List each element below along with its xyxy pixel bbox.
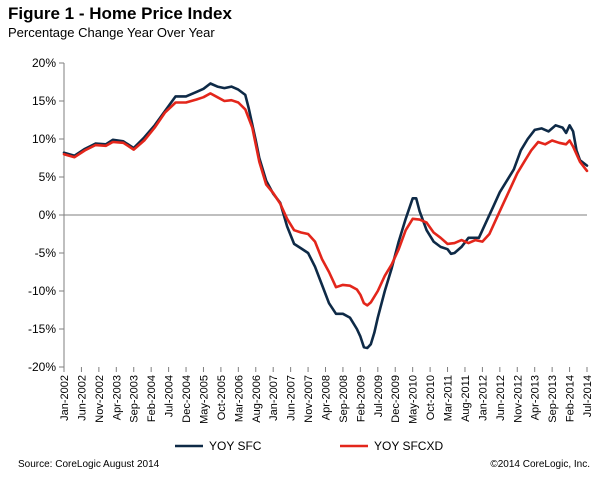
x-tick-label: May-2010 bbox=[408, 375, 420, 424]
series-layer bbox=[62, 82, 589, 350]
chart-title: Figure 1 - Home Price Index bbox=[8, 4, 232, 23]
chart-subtitle: Percentage Change Year Over Year bbox=[8, 25, 215, 40]
series-line-yoy-sfcxd bbox=[62, 92, 589, 307]
x-tick-label: Jun-2012 bbox=[495, 375, 507, 421]
series-line-yoy-sfc bbox=[62, 82, 589, 350]
x-tick-label: Oct-2005 bbox=[216, 375, 228, 420]
x-tick-label: Nov-2002 bbox=[94, 375, 106, 423]
y-tick-label: 20% bbox=[32, 56, 56, 70]
x-tick-label: Jul-2009 bbox=[373, 375, 385, 417]
x-tick-label: Apr-2008 bbox=[321, 375, 333, 420]
x-tick-label: Nov-2012 bbox=[512, 375, 524, 423]
x-tick-label: Mar-2006 bbox=[233, 375, 245, 422]
x-tick-label: Apr-2003 bbox=[111, 375, 123, 420]
x-tick-label: Aug-2011 bbox=[460, 375, 472, 422]
x-tick-label: Mar-2011 bbox=[443, 375, 455, 421]
y-tick-label: -15% bbox=[28, 322, 56, 336]
x-tick-label: Jul-2014 bbox=[582, 375, 594, 417]
copyright-note: ©2014 CoreLogic, Inc. bbox=[490, 459, 590, 470]
x-tick-label: Dec-2009 bbox=[390, 375, 402, 423]
x-tick-label: Jan-2002 bbox=[59, 375, 71, 421]
x-tick-label: Aug-2006 bbox=[251, 375, 263, 423]
source-note: Source: CoreLogic August 2014 bbox=[18, 459, 160, 470]
y-tick-label: 0% bbox=[39, 208, 57, 222]
x-tick-label: Feb-2014 bbox=[565, 375, 577, 422]
y-axis: -20% -15% -10% -5% 0% 5% 10% 15% 20% bbox=[28, 56, 65, 374]
legend: YOY SFC YOY SFCXD bbox=[175, 439, 443, 453]
x-tick-label: Jan-2007 bbox=[268, 375, 280, 421]
y-tick-label: -5% bbox=[35, 246, 57, 260]
x-tick-label: Jul-2004 bbox=[164, 375, 176, 417]
x-tick-label: May-2005 bbox=[198, 375, 210, 424]
y-tick-label: 5% bbox=[39, 170, 57, 184]
legend-item-yoy-sfcxd-label: YOY SFCXD bbox=[374, 439, 443, 453]
x-axis: Jan-2002 Jun-2002 Nov-2002 Apr-2003 Sep-2003… bbox=[59, 214, 594, 424]
x-tick-label: Dec-2004 bbox=[181, 375, 193, 423]
y-tick-label: -10% bbox=[28, 284, 56, 298]
x-tick-label: Jan-2012 bbox=[477, 375, 489, 421]
x-tick-label: Feb-2004 bbox=[146, 375, 158, 422]
y-tick-label: 15% bbox=[32, 94, 56, 108]
x-tick-label: Nov-2007 bbox=[303, 375, 315, 423]
x-tick-label: Oct-2010 bbox=[425, 375, 437, 420]
y-tick-label: -20% bbox=[28, 360, 56, 374]
x-tick-label: Sep-2008 bbox=[338, 375, 350, 423]
x-tick-label: Sep-2013 bbox=[547, 375, 559, 423]
legend-item-yoy-sfc-label: YOY SFC bbox=[209, 439, 262, 453]
x-tick-label: Jun-2007 bbox=[286, 375, 298, 421]
y-tick-label: 10% bbox=[32, 132, 56, 146]
x-tick-label: Sep-2003 bbox=[129, 375, 141, 423]
x-tick-label: Jun-2002 bbox=[76, 375, 88, 421]
x-tick-label: Feb-2009 bbox=[355, 375, 367, 422]
x-tick-label: Apr-2013 bbox=[530, 375, 542, 420]
